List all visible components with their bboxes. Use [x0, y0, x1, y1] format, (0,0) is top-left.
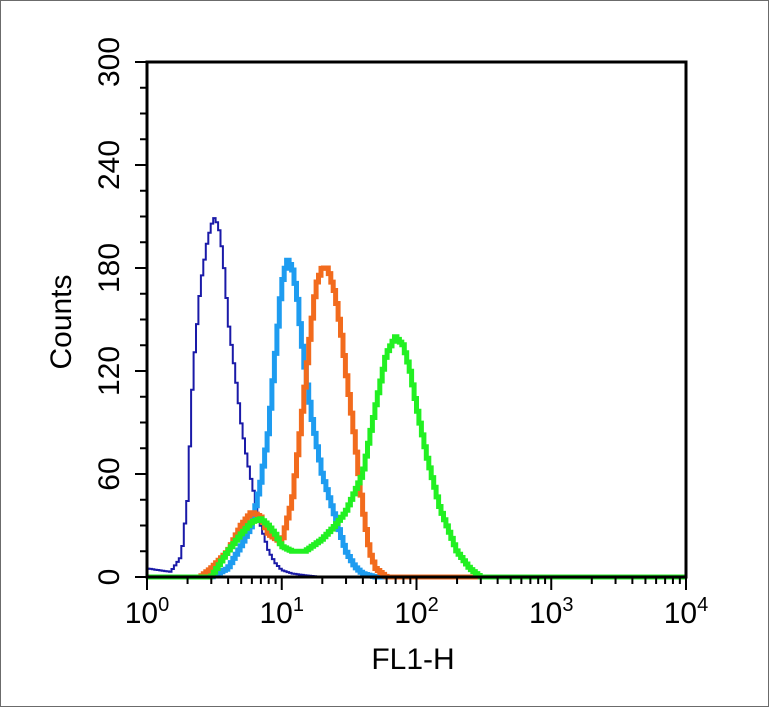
y-tick-label: 240: [93, 140, 126, 190]
x-tick-label: 101: [260, 594, 305, 630]
x-tick-label: 102: [394, 594, 439, 630]
y-tick-label: 0: [93, 569, 126, 586]
ticks-layer: 0 60 120 180 240 300 100 101 102 103 104: [93, 37, 708, 630]
x-tick-label: 104: [664, 594, 709, 630]
y-tick-label: 60: [93, 457, 126, 490]
x-tick-label: 100: [125, 594, 170, 630]
y-tick-label: 120: [93, 346, 126, 396]
series-line-4: [147, 334, 686, 580]
y-tick-label: 300: [93, 37, 126, 87]
series-layer: [147, 217, 686, 580]
y-axis-title: Counts: [45, 274, 78, 369]
y-tick-label: 180: [93, 243, 126, 293]
x-tick-label: 103: [529, 594, 574, 630]
x-axis-title: FL1-H: [371, 643, 454, 676]
